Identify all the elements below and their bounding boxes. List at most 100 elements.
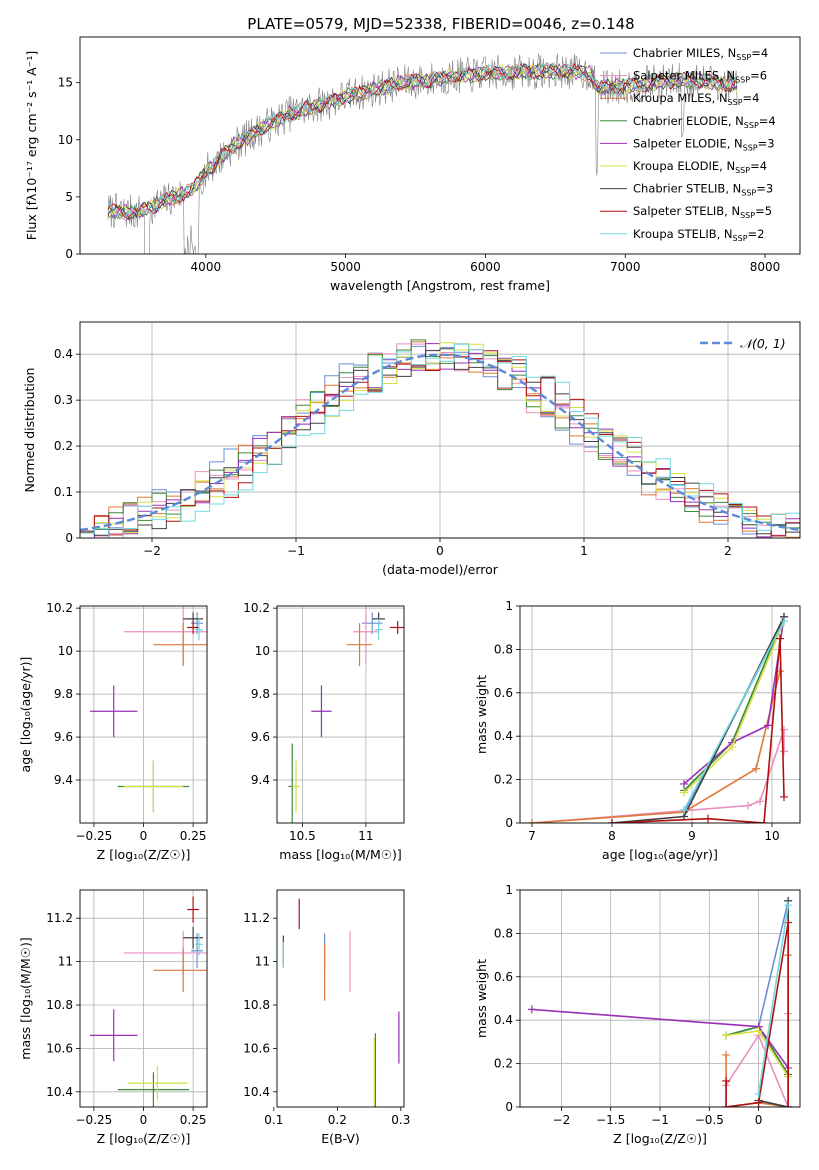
errorbar-point	[153, 948, 207, 992]
y-axis-label: age [log₁₀(age/yr)]	[18, 657, 33, 773]
legend-tail: =5	[755, 204, 772, 218]
legend-label: Kroupa MILES, N	[633, 91, 728, 105]
histogram-chabrier-stelib	[80, 348, 800, 536]
axes-frame	[276, 889, 405, 1108]
weight-line-salpeter-stelib	[725, 922, 789, 1107]
y-tick-label: 10.8	[46, 998, 73, 1012]
errorbar-point	[187, 896, 200, 923]
y-tick-label: 0.4	[494, 1013, 513, 1027]
weight-marker	[756, 797, 764, 806]
x-tick-label: −1	[287, 544, 305, 558]
x-tick-label: −0.5	[695, 1113, 724, 1127]
panel-age-vs-mass: 10.5 11 9.4 9.6 9.8 10 10.2 mass [log₁₀(M/M☉)]	[243, 601, 405, 862]
weight-marker	[680, 805, 688, 814]
x-axis-label: mass [log₁₀(M/M☉)]	[279, 847, 401, 862]
errorbar-point	[390, 621, 404, 634]
panel-age-vs-Z: −0.25 0 0.25 9.4 9.6 9.8 10 10.2 Z [log₁₀(Z/Z☉)]…	[18, 601, 208, 862]
model-spectrum-chabrier-elodie	[107, 62, 738, 220]
y-tick-label: 11	[255, 955, 270, 969]
x-tick-label: −2	[143, 544, 161, 558]
errorbar-point	[374, 618, 383, 641]
axes-frame	[79, 36, 801, 255]
axes-frame	[276, 605, 405, 824]
errorbar-point	[195, 618, 204, 641]
x-tick-label: 0	[755, 1113, 763, 1127]
x-tick-label: −0.25	[76, 829, 113, 843]
x-axis-label: age [log₁₀(age/yr)]	[602, 847, 718, 862]
legend-sub: SSP	[736, 53, 751, 62]
y-axis-label: mass [log₁₀(M/M☉)]	[18, 937, 33, 1059]
weight-marker	[527, 1005, 536, 1014]
x-tick-label: 0	[436, 544, 444, 558]
legend-tail: =3	[756, 182, 773, 196]
legend-entry: 𝒩(0, 1)	[740, 336, 786, 351]
legend-entry: Kroupa MILES, NSSP=4	[633, 91, 759, 107]
legend-tail: =2	[748, 227, 765, 241]
errorbar-point	[311, 685, 332, 738]
y-axis-label: mass weight	[474, 959, 489, 1038]
y-tick-label: 10.6	[243, 1041, 270, 1055]
x-tick-label: 0	[140, 1113, 148, 1127]
plot-area	[107, 53, 738, 254]
errorbar-point	[292, 760, 300, 813]
weight-marker	[744, 801, 752, 810]
histogram-kroupa-elodie	[80, 342, 800, 538]
weight-marker	[754, 1098, 763, 1107]
x-tick-label: −1.5	[596, 1113, 625, 1127]
axes-frame	[519, 605, 801, 824]
x-tick-label: 0.2	[328, 1113, 347, 1127]
x-tick-label: 10	[764, 829, 779, 843]
y-tick-label: 0.4	[54, 347, 73, 361]
legend-tail: =4	[743, 91, 760, 105]
weight-marker	[754, 1089, 763, 1098]
x-tick-label: −1	[651, 1113, 669, 1127]
x-tick-label: 0.1	[264, 1113, 283, 1127]
weight-marker	[704, 814, 712, 823]
y-tick-label: 15	[58, 76, 73, 90]
y-tick-label: 10	[58, 644, 73, 658]
legend-sub: SSP	[733, 234, 748, 243]
y-tick-label: 11.2	[46, 911, 73, 925]
y-tick-label: 9.8	[54, 687, 73, 701]
weight-line-kroupa-stelib	[757, 905, 789, 1095]
x-tick-label: 8000	[750, 260, 781, 274]
legend-entry: Salpeter ELODIE, NSSP=3	[633, 136, 775, 152]
plot-area	[527, 896, 793, 1107]
weight-marker	[784, 1103, 793, 1107]
legend-label: Chabrier ELODIE, N	[633, 114, 744, 128]
panel-mass-vs-Z: −0.25 0 0.25 10.4 10.6 10.8 11 11.2 Z [log₁₀(Z/Z…	[18, 889, 208, 1146]
y-tick-label: 0.2	[494, 1057, 513, 1071]
histogram-kroupa-stelib	[80, 343, 800, 538]
legend-sub: SSP	[740, 211, 755, 220]
weight-marker	[608, 819, 616, 823]
x-axis-label: Z [log₁₀(Z/Z☉)]	[97, 847, 191, 862]
histogram-salpeter-stelib	[80, 350, 800, 537]
panel-mass-weight-vs-age: 7 8 9 10 0 0.2 0.4 0.6 0.8 1 age [log₁₀(age/yr)] ma…	[474, 599, 801, 862]
legend-entry: Chabrier ELODIE, NSSP=4	[633, 114, 776, 130]
weight-marker	[728, 743, 736, 752]
legend-sub: SSP	[741, 189, 756, 198]
x-tick-label: 0.25	[180, 829, 207, 843]
y-tick-label: 9.4	[251, 773, 270, 787]
legend-entry: Salpeter STELIB, NSSP=5	[633, 204, 772, 220]
y-tick-label: 10.2	[243, 601, 270, 615]
legend-entry: Kroupa ELODIE, NSSP=4	[633, 159, 767, 175]
errorbar-point	[191, 933, 204, 969]
legend-entry: Chabrier STELIB, NSSP=3	[633, 182, 773, 198]
y-tick-label: 10.2	[46, 601, 73, 615]
y-tick-label: 10	[58, 133, 73, 147]
y-tick-label: 9.4	[54, 773, 73, 787]
weight-marker	[780, 747, 788, 756]
x-axis-label: E(B-V)	[321, 1131, 360, 1146]
weight-marker	[776, 634, 784, 643]
y-tick-label: 9.6	[251, 730, 270, 744]
x-tick-label: 5000	[330, 260, 361, 274]
weight-marker	[722, 1076, 731, 1085]
legend-label: Chabrier STELIB, N	[633, 182, 741, 196]
y-tick-label: 11.2	[243, 911, 270, 925]
errorbar-point	[187, 621, 200, 634]
x-tick-label: 7000	[610, 260, 641, 274]
legend-tail: =4	[759, 114, 776, 128]
